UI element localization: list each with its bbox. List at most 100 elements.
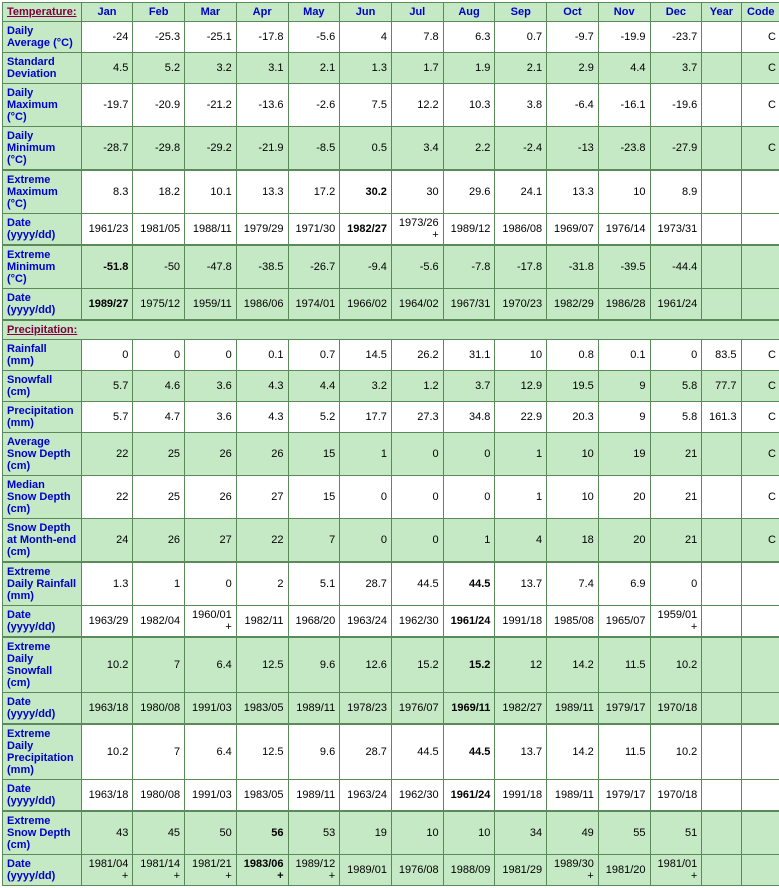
cell: 10	[391, 811, 443, 855]
table-row: Rainfall (mm)0000.10.714.526.231.1100.80…	[3, 340, 779, 371]
cell: 1963/18	[81, 780, 133, 812]
cell: C	[741, 84, 779, 127]
col-oct: Oct	[547, 3, 599, 22]
cell: 4.3	[236, 402, 288, 433]
cell: 1982/04	[133, 606, 185, 638]
table-row: Date (yyyy/dd)1981/04+1981/14+1981/21+19…	[3, 855, 779, 886]
cell: 3.1	[236, 53, 288, 84]
cell: 0	[443, 433, 495, 476]
cell: 45	[133, 811, 185, 855]
cell: 5.8	[650, 402, 702, 433]
cell: 1968/20	[288, 606, 340, 638]
cell: 1980/08	[133, 693, 185, 725]
cell: C	[741, 53, 779, 84]
cell: 1989/12+	[288, 855, 340, 886]
cell: 1981/21+	[185, 855, 237, 886]
cell	[741, 214, 779, 246]
cell: -38.5	[236, 245, 288, 289]
cell: 10	[443, 811, 495, 855]
cell: -21.2	[185, 84, 237, 127]
cell: 2	[236, 562, 288, 606]
cell: 25	[133, 476, 185, 519]
cell	[702, 519, 741, 563]
cell: 1982/27	[495, 693, 547, 725]
cell: 1961/23	[81, 214, 133, 246]
cell: 2.9	[547, 53, 599, 84]
cell: 5.2	[288, 402, 340, 433]
cell: -39.5	[598, 245, 650, 289]
cell: 30.2	[340, 170, 392, 214]
cell: 1989/12	[443, 214, 495, 246]
cell: 1.7	[391, 53, 443, 84]
cell: 21	[650, 519, 702, 563]
table-row: Date (yyyy/dd)1963/291982/041960/01+1982…	[3, 606, 779, 638]
table-row: Snow Depth at Month-end (cm)242627227001…	[3, 519, 779, 563]
row-label: Daily Minimum (°C)	[3, 127, 82, 171]
cell: 5.7	[81, 371, 133, 402]
cell: 1976/14	[598, 214, 650, 246]
cell: 13.3	[236, 170, 288, 214]
cell: 0	[443, 476, 495, 519]
cell: 1	[340, 433, 392, 476]
cell: 12.6	[340, 637, 392, 693]
cell: 44.5	[443, 724, 495, 780]
row-label: Daily Maximum (°C)	[3, 84, 82, 127]
cell	[741, 780, 779, 812]
cell: -20.9	[133, 84, 185, 127]
table-row: Date (yyyy/dd)1961/231981/051988/111979/…	[3, 214, 779, 246]
cell: 26	[185, 476, 237, 519]
cell: 6.4	[185, 637, 237, 693]
cell: 44.5	[391, 562, 443, 606]
row-label: Extreme Daily Snowfall (cm)	[3, 637, 82, 693]
cell: C	[741, 127, 779, 171]
cell: 17.7	[340, 402, 392, 433]
cell: 27.3	[391, 402, 443, 433]
cell: 4.7	[133, 402, 185, 433]
table-row: Daily Minimum (°C)-28.7-29.8-29.2-21.9-8…	[3, 127, 779, 171]
cell: 4	[495, 519, 547, 563]
cell: 1961/24	[650, 289, 702, 321]
cell: 21	[650, 433, 702, 476]
cell: 1991/03	[185, 693, 237, 725]
cell: -51.8	[81, 245, 133, 289]
cell: 10.2	[650, 637, 702, 693]
cell	[702, 693, 741, 725]
table-row: Daily Maximum (°C)-19.7-20.9-21.2-13.6-2…	[3, 84, 779, 127]
col-apr: Apr	[236, 3, 288, 22]
cell: 24.1	[495, 170, 547, 214]
cell: 1975/12	[133, 289, 185, 321]
row-label: Precipitation (mm)	[3, 402, 82, 433]
cell: -19.6	[650, 84, 702, 127]
cell: 11.5	[598, 637, 650, 693]
cell: -24	[81, 22, 133, 53]
cell: 1970/23	[495, 289, 547, 321]
cell: 10	[598, 170, 650, 214]
cell: 1963/18	[81, 693, 133, 725]
cell: 26.2	[391, 340, 443, 371]
cell: 0.7	[495, 22, 547, 53]
table-row: Precipitation (mm)5.74.73.64.35.217.727.…	[3, 402, 779, 433]
cell: 1963/24	[340, 780, 392, 812]
table-row: Date (yyyy/dd)1989/271975/121959/111986/…	[3, 289, 779, 321]
cell: 83.5	[702, 340, 741, 371]
cell: 1974/01	[288, 289, 340, 321]
cell: 20	[598, 519, 650, 563]
cell: 25	[133, 433, 185, 476]
cell: 1988/09	[443, 855, 495, 886]
cell: 22	[81, 433, 133, 476]
cell: 1.3	[340, 53, 392, 84]
cell: 1961/24	[443, 780, 495, 812]
cell: 7	[133, 724, 185, 780]
cell: -29.2	[185, 127, 237, 171]
row-label: Extreme Daily Rainfall (mm)	[3, 562, 82, 606]
cell: 1989/11	[288, 780, 340, 812]
cell: 22.9	[495, 402, 547, 433]
cell: -29.8	[133, 127, 185, 171]
cell: -25.1	[185, 22, 237, 53]
row-label: Average Snow Depth (cm)	[3, 433, 82, 476]
cell: 10.2	[650, 724, 702, 780]
cell: 1978/23	[340, 693, 392, 725]
cell: 12.9	[495, 371, 547, 402]
cell: 12.5	[236, 724, 288, 780]
cell: 7.4	[547, 562, 599, 606]
